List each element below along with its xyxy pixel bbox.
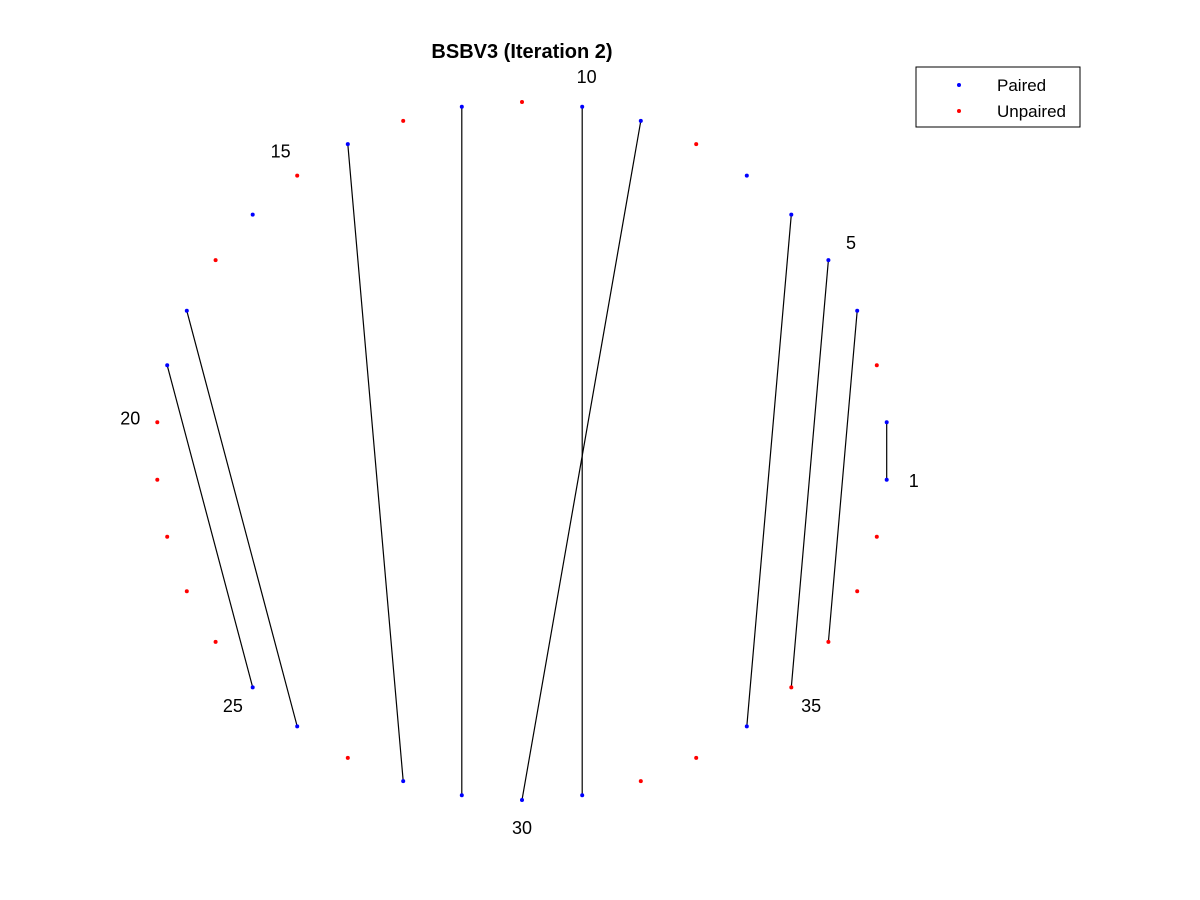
paired-point-31 — [580, 793, 585, 798]
unpaired-point-8 — [694, 142, 699, 147]
pair-link-19-25 — [166, 365, 254, 688]
unpaired-point-11 — [520, 100, 524, 104]
position-label-35: 35 — [801, 696, 821, 716]
paired-point-16 — [250, 212, 255, 217]
pair-link-14-28 — [347, 144, 404, 782]
unpaired-point-24 — [213, 639, 218, 644]
paired-point-10 — [580, 104, 585, 109]
position-label-30: 30 — [512, 818, 532, 838]
paired-point-2 — [884, 420, 889, 425]
position-label-5: 5 — [846, 233, 856, 253]
unpaired-point-15 — [295, 173, 300, 178]
position-points — [155, 100, 889, 802]
paired-point-6 — [789, 212, 794, 217]
paired-point-5 — [826, 258, 831, 263]
paired-point-18 — [184, 308, 189, 313]
position-label-25: 25 — [223, 696, 243, 716]
chart-title: BSBV3 (Iteration 2) — [431, 41, 612, 63]
unpaired-point-21 — [155, 477, 160, 482]
pair-link-9-30 — [521, 120, 642, 801]
unpaired-point-32 — [638, 779, 643, 784]
legend-label-unpaired: Unpaired — [997, 102, 1066, 121]
paired-point-28 — [401, 779, 406, 784]
unpaired-point-20 — [155, 420, 160, 425]
position-label-15: 15 — [271, 141, 291, 161]
legend: Paired Unpaired — [915, 66, 1081, 128]
pair-link-18-26 — [186, 310, 298, 727]
pair-link-5-35 — [790, 260, 829, 688]
unpaired-point-36 — [826, 639, 831, 644]
paired-point-14 — [345, 142, 350, 147]
paired-point-29 — [459, 793, 464, 798]
pair-link-6-34 — [746, 214, 792, 727]
unpaired-point-23 — [184, 589, 189, 594]
unpaired-point-27 — [345, 755, 350, 760]
unpaired-point-35 — [789, 685, 794, 690]
paired-point-26 — [295, 724, 300, 729]
paired-point-12 — [459, 104, 464, 109]
pair-link-4-36 — [827, 310, 858, 642]
paired-point-9 — [638, 118, 643, 123]
paired-point-4 — [855, 308, 860, 313]
pair-links — [166, 106, 888, 801]
position-label-10: 10 — [577, 67, 597, 87]
legend-marker-unpaired — [957, 109, 961, 113]
unpaired-point-17 — [213, 258, 218, 263]
unpaired-point-37 — [855, 589, 860, 594]
unpaired-point-22 — [165, 534, 170, 539]
paired-point-25 — [250, 685, 255, 690]
paired-point-34 — [744, 724, 749, 729]
position-label-20: 20 — [120, 409, 140, 429]
legend-label-paired: Paired — [997, 76, 1046, 95]
legend-box — [915, 66, 1081, 128]
paired-point-1 — [884, 477, 889, 482]
paired-point-30 — [520, 798, 524, 802]
legend-marker-paired — [957, 83, 961, 87]
unpaired-point-38 — [874, 534, 879, 539]
unpaired-point-3 — [874, 363, 879, 368]
unpaired-point-33 — [694, 755, 699, 760]
paired-point-7 — [744, 173, 749, 178]
position-label-1: 1 — [909, 471, 919, 491]
unpaired-point-13 — [401, 118, 406, 123]
paired-point-19 — [165, 363, 170, 368]
